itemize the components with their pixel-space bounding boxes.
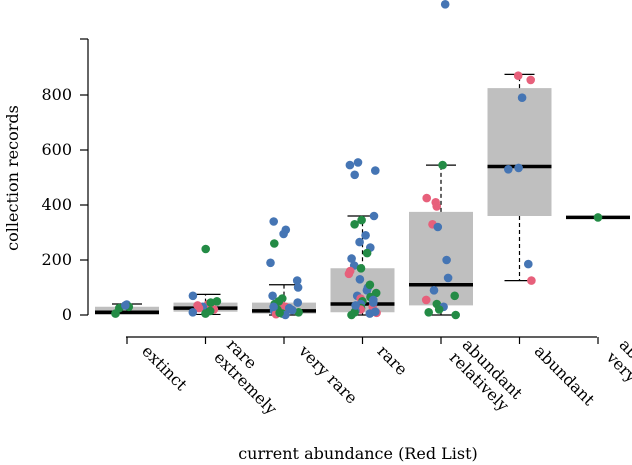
data-point <box>438 160 447 170</box>
data-point <box>193 301 202 310</box>
data-point <box>355 275 365 284</box>
x-tick-label: abundant <box>531 341 599 409</box>
data-point <box>513 71 523 80</box>
data-point <box>593 213 603 222</box>
box-group <box>487 73 552 282</box>
data-point <box>355 237 364 247</box>
data-point <box>350 220 359 229</box>
data-point <box>201 309 210 318</box>
data-point <box>292 276 302 285</box>
data-point <box>287 305 297 315</box>
data-point <box>357 215 366 225</box>
data-point <box>347 310 356 320</box>
data-point <box>422 193 432 203</box>
boxes-layer <box>95 73 630 316</box>
data-point <box>269 217 279 226</box>
data-point <box>344 269 354 279</box>
data-point <box>188 291 198 301</box>
data-point <box>443 273 453 283</box>
data-point <box>442 255 451 265</box>
data-point <box>270 239 279 248</box>
data-point <box>293 298 303 307</box>
data-point <box>440 0 450 9</box>
data-point <box>121 301 130 310</box>
data-point <box>369 211 379 221</box>
data-point <box>266 258 275 268</box>
data-point <box>369 295 378 305</box>
data-point <box>351 301 360 310</box>
x-tick-label: extinct <box>138 341 191 394</box>
data-point <box>347 254 356 263</box>
data-point <box>371 307 380 317</box>
data-point <box>353 158 363 167</box>
data-point <box>356 264 366 273</box>
y-tick-label: 600 <box>41 140 72 159</box>
data-point <box>432 202 442 211</box>
data-point <box>365 280 375 290</box>
y-tick-label: 400 <box>41 195 72 214</box>
data-point <box>433 222 443 232</box>
data-point <box>268 291 277 301</box>
data-point <box>345 160 355 170</box>
data-point <box>201 244 210 254</box>
data-point <box>274 297 284 306</box>
data-point <box>504 165 513 174</box>
data-point <box>269 302 278 312</box>
y-tick-label: 0 <box>62 305 72 324</box>
data-point <box>450 291 460 301</box>
box-group <box>409 164 473 316</box>
data-point <box>279 229 288 239</box>
points-layer <box>111 0 603 320</box>
data-point <box>421 295 431 305</box>
x-tick-label: very rare <box>294 341 361 408</box>
data-point <box>524 259 533 269</box>
data-point <box>362 248 372 258</box>
y-axis-title: collection records <box>3 105 22 251</box>
y-tick-label: 200 <box>41 250 72 269</box>
data-point <box>526 75 535 85</box>
data-point <box>514 163 523 173</box>
data-point <box>527 276 536 285</box>
axes-layer <box>87 39 597 338</box>
data-point <box>371 166 380 175</box>
data-point <box>451 310 461 320</box>
data-point <box>517 93 527 102</box>
data-point <box>206 298 215 307</box>
data-point <box>429 286 439 295</box>
data-point <box>361 231 370 240</box>
y-ticks: 0 200 400 600 800 <box>41 38 88 324</box>
x-tick-label: rare <box>374 341 412 379</box>
box-iqr <box>487 88 552 216</box>
x-axis-title: current abundance (Red List) <box>238 444 478 463</box>
data-point <box>188 308 198 317</box>
data-point <box>350 170 360 180</box>
data-point <box>275 308 284 318</box>
data-point <box>434 305 444 314</box>
data-point <box>293 283 303 292</box>
data-point <box>424 308 434 317</box>
y-tick-label: 800 <box>41 85 72 104</box>
